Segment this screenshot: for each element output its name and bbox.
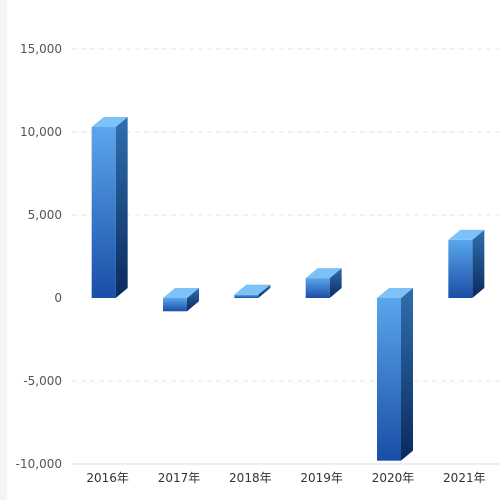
x-tick-label: 2018年 [229,471,272,485]
bar-top-face [377,288,413,298]
bar-front-face [377,298,401,461]
bar-2021年 [448,229,485,298]
bar-side-face [258,284,271,298]
bar-front-face [305,278,330,298]
bar-side-face [115,117,128,299]
gridlines [72,48,500,465]
bar-top-face [448,229,485,240]
bar-2018年 [234,284,271,298]
bar-2020年 [377,288,413,461]
x-tick-label: 2020年 [372,471,415,485]
y-tick-label: -10,000 [16,457,62,471]
x-tick-label: 2016年 [86,471,129,485]
bar-side-face [472,229,485,298]
y-tick-label: 0 [54,291,62,305]
y-tick-label: 15,000 [20,42,62,56]
bar-top-face [91,117,128,128]
bar-2016年 [91,117,128,299]
x-axis: 2016年 2017年 2018年 2019年 2020年 2021年 [86,471,485,485]
bar-2017年 [163,288,199,312]
bar-side-face [187,288,199,312]
bar-front-face [91,127,116,299]
y-tick-label: 5,000 [28,208,62,222]
bar-side-face [401,288,413,461]
bar-top-face [305,268,342,279]
bar-2019年 [305,268,342,298]
bars [91,117,485,461]
x-tick-label: 2017年 [158,471,201,485]
y-tick-label: 10,000 [20,125,62,139]
x-tick-label: 2021年 [443,471,486,485]
bar-top-face [234,284,271,295]
bar-front-face [448,239,473,298]
left-edge-strip [0,0,7,500]
x-tick-label: 2019年 [300,471,343,485]
bar-top-face [163,288,199,298]
y-axis: 15,000 10,000 5,000 0 -5,000 -10,000 [16,42,62,471]
bar-side-face [329,268,342,298]
y-tick-label: -5,000 [23,374,62,388]
bar-front-face [163,298,187,312]
bar-front-face [234,294,259,298]
